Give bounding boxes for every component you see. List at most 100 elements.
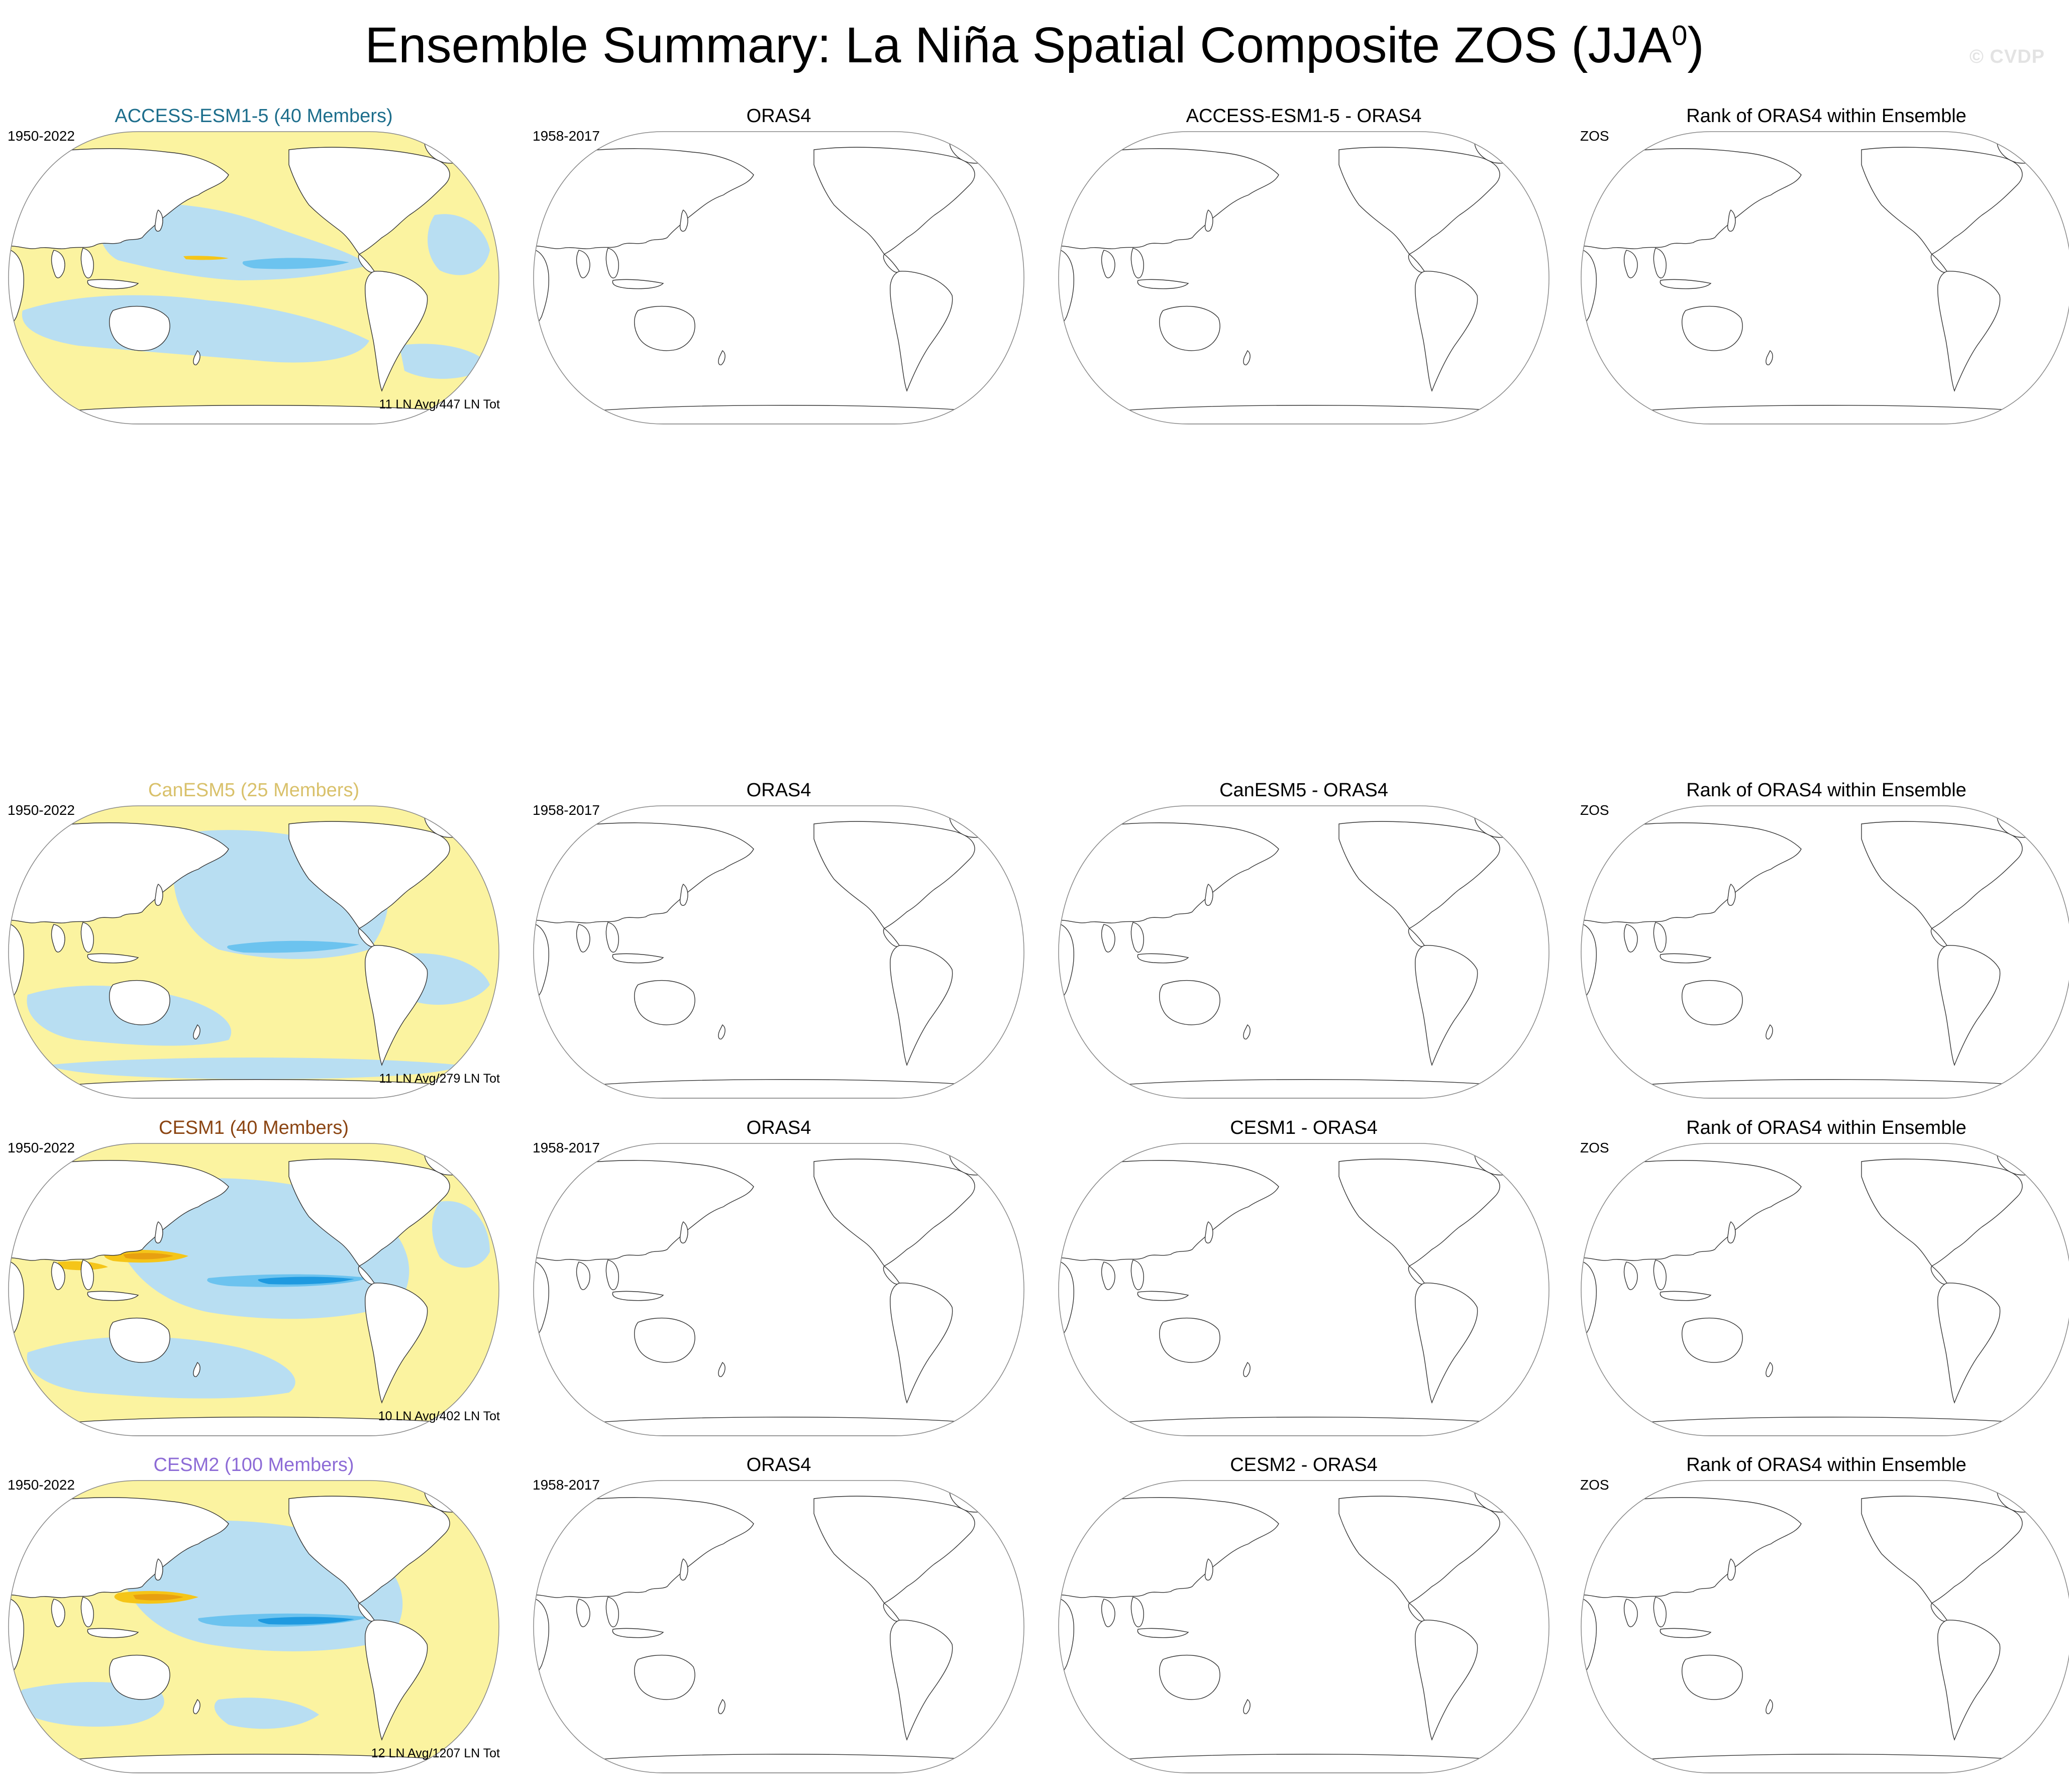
coastline-maritime xyxy=(1660,1628,1712,1638)
map-content xyxy=(1059,138,1530,424)
map-outline xyxy=(1058,1480,1549,1773)
panel-title: Rank of ORAS4 within Ensemble xyxy=(1686,1454,1967,1475)
coastline-india xyxy=(1623,1261,1638,1290)
coastline-indochina xyxy=(1653,248,1667,278)
panel-obs-row-0: ORAS4 1958-2017 xyxy=(533,104,1025,426)
coastline-australia xyxy=(1159,1654,1220,1700)
coastline-australia xyxy=(109,980,170,1025)
coastline-japan xyxy=(1727,883,1736,906)
world-map xyxy=(8,131,499,425)
coastline-japan xyxy=(1204,1221,1213,1244)
coastline-newzealand xyxy=(718,350,726,365)
coastline-antarctica xyxy=(592,1754,975,1773)
coastline-central-america xyxy=(1930,1602,1947,1622)
la-nina-count: 10 LN Avg/402 LN Tot xyxy=(378,1409,500,1423)
coastline-indochina xyxy=(80,1597,94,1627)
map-content xyxy=(9,1143,499,1436)
coastline-newzealand xyxy=(193,1361,200,1377)
coastline-central-america xyxy=(358,1265,375,1285)
panel-period: 1958-2017 xyxy=(533,802,600,818)
coastline-northamerica xyxy=(1861,1158,2023,1267)
map-outline xyxy=(1058,1143,1549,1436)
coastline-africa xyxy=(534,1598,550,1676)
coastline-maritime xyxy=(87,1291,139,1301)
world-map xyxy=(533,805,1024,1099)
panel-obs-row-1: ORAS4 1958-2017 xyxy=(533,779,1025,1100)
coastline-southamerica xyxy=(1937,945,2001,1066)
coastline-japan xyxy=(679,209,688,232)
cvdp-watermark: © CVDP xyxy=(1969,46,2045,67)
coastline-maritime xyxy=(1660,1291,1712,1301)
coastline-northamerica xyxy=(288,1496,450,1604)
coastline-japan xyxy=(154,883,163,906)
coastline-japan xyxy=(679,883,688,906)
panel-variable: ZOS xyxy=(1580,1477,1609,1493)
coastline-maritime xyxy=(612,1291,664,1301)
coastline-maritime xyxy=(1660,953,1712,964)
panel-title: ORAS4 xyxy=(746,1117,811,1138)
coastline-southamerica xyxy=(1415,1283,1478,1404)
coastline-japan xyxy=(1727,1221,1736,1244)
coastline-asia-europe xyxy=(534,1160,754,1261)
coastline-antarctica xyxy=(1117,405,1500,424)
coastline-india xyxy=(51,1599,65,1627)
coastline-antarctica xyxy=(1640,1079,2023,1098)
coastline-india xyxy=(576,1599,590,1627)
zos-anomaly-contour xyxy=(428,214,490,275)
world-map xyxy=(1058,131,1549,425)
map-content xyxy=(534,1487,1005,1773)
zos-anomaly-contour xyxy=(22,295,369,363)
coastline-maritime xyxy=(612,279,664,289)
coastline-central-america xyxy=(358,253,375,273)
coastline-africa xyxy=(1059,1598,1075,1676)
coastline-central-america xyxy=(883,1602,900,1622)
panel-model-row-3: CESM2 (100 Members) 1950-2022 12 LN Avg/… xyxy=(8,1453,500,1775)
coastline-japan xyxy=(1204,209,1213,232)
coastline-asia-europe xyxy=(1581,148,1802,249)
coastline-maritime xyxy=(1137,279,1189,289)
panel-obs-row-3: ORAS4 1958-2017 xyxy=(533,1453,1025,1775)
world-map xyxy=(1581,131,2069,425)
panel-title: CESM1 - ORAS4 xyxy=(1230,1117,1378,1138)
coastline-india xyxy=(1101,924,1115,953)
coastline-india xyxy=(1623,1599,1638,1627)
panel-period: 1958-2017 xyxy=(533,1140,600,1155)
coastline-southamerica xyxy=(365,945,428,1066)
coastline-newzealand xyxy=(1766,1024,1773,1039)
map-outline xyxy=(533,805,1024,1099)
panel-period: 1958-2017 xyxy=(533,128,600,144)
coastline-southamerica xyxy=(365,271,428,392)
coastline-india xyxy=(576,924,590,953)
panel-obs-row-2: ORAS4 1958-2017 xyxy=(533,1116,1025,1438)
panel-period: 1950-2022 xyxy=(8,1140,75,1155)
coastline-japan xyxy=(1727,209,1736,232)
map-outline xyxy=(1058,805,1549,1099)
panel-period: 1950-2022 xyxy=(8,1477,75,1493)
coastline-newzealand xyxy=(718,1361,726,1377)
coastline-southamerica xyxy=(365,1283,428,1404)
coastline-japan xyxy=(679,1558,688,1581)
page-title-superscript: 0 xyxy=(1672,19,1688,51)
coastline-india xyxy=(1101,250,1115,278)
coastline-maritime xyxy=(612,953,664,964)
map-content xyxy=(1581,1487,2053,1773)
coastline-central-america xyxy=(1408,927,1425,947)
zos-anomaly-contour xyxy=(227,940,359,953)
coastline-newzealand xyxy=(193,1024,200,1039)
coastline-indochina xyxy=(1653,1597,1667,1627)
panel-model-row-0: ACCESS-ESM1-5 (40 Members) 1950-2022 11 … xyxy=(8,104,500,426)
world-map xyxy=(1581,1143,2069,1436)
coastline-antarctica xyxy=(1117,1417,1500,1436)
zos-anomaly-contour xyxy=(242,258,349,269)
panel-model-row-1: CanESM5 (25 Members) 1950-2022 11 LN Avg… xyxy=(8,779,500,1100)
coastline-maritime xyxy=(612,1628,664,1638)
panel-title: CanESM5 (25 Members) xyxy=(148,780,360,801)
coastline-central-america xyxy=(1408,253,1425,273)
coastline-central-america xyxy=(1930,1265,1947,1285)
coastline-maritime xyxy=(1137,953,1189,964)
coastline-northamerica xyxy=(288,1158,450,1267)
coastline-maritime xyxy=(1137,1291,1189,1301)
coastline-australia xyxy=(634,305,695,351)
coastline-asia-europe xyxy=(534,148,754,249)
coastline-australia xyxy=(109,305,170,351)
